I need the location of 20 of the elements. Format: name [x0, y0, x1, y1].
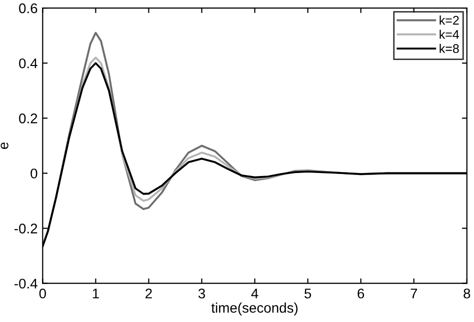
legend-label: k=2	[440, 16, 459, 25]
y-tick-label: 0.2	[19, 114, 38, 124]
y-tick-label: -0.2	[14, 224, 38, 234]
x-tick-label: 8	[464, 288, 470, 298]
y-tick-label: -0.4	[14, 278, 38, 289]
y-tick-label: 0.4	[19, 58, 38, 68]
x-tick-label: 3	[198, 288, 205, 298]
legend-label: k=4	[440, 30, 460, 39]
x-tick-label: 1	[92, 288, 99, 298]
x-axis-title: time(seconds)	[211, 302, 298, 316]
x-tick-label: 7	[410, 288, 418, 298]
y-tick-label: 0.6	[19, 3, 38, 14]
x-tick-label: 2	[146, 288, 152, 298]
y-axis-title: e	[0, 142, 8, 149]
x-tick-label: 4	[251, 288, 258, 298]
legend-label: k=8	[440, 44, 459, 54]
x-tick-label: 5	[304, 288, 312, 298]
y-tick-label: 0	[30, 168, 38, 178]
x-tick-label: 0	[39, 288, 46, 298]
x-tick-label: 6	[358, 288, 364, 298]
